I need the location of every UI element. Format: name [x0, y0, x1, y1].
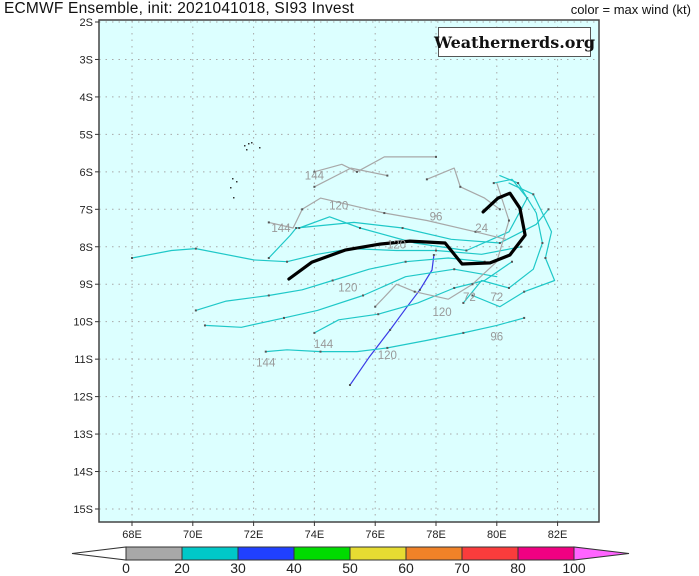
colorbar-segment [237, 546, 295, 561]
y-tick-label: 10S [73, 317, 93, 329]
colorbar-tick-label: 80 [510, 560, 526, 576]
y-tick-label: 15S [73, 504, 93, 516]
x-tick-label: 74E [305, 529, 325, 541]
forecast-hour-label: 144 [305, 170, 325, 182]
ensemble-member-track [313, 167, 388, 188]
ensemble-member-track [204, 268, 498, 328]
ensemble-member-track [374, 182, 510, 308]
colorbar-segment [293, 546, 351, 561]
colorbar-tick-label: 40 [286, 560, 302, 576]
ensemble-member-track [471, 182, 556, 308]
forecast-hour-label: 144 [314, 339, 334, 351]
ensemble-member-track [349, 254, 435, 386]
forecast-hour-label: 144 [256, 358, 276, 370]
plot-background [99, 20, 599, 522]
axis-ticks: 68E 70E 72E 74E 76E 78E 80E 82E 2S 3S 4S 5S 6S 7S 8S 9S… [73, 17, 567, 541]
forecast-hour-label: 24 [475, 223, 488, 235]
forecast-hour-labels: 144 120 96 144 120 120 24 72 72 120 144 144 96 120 [256, 170, 503, 369]
forecast-hour-label: 96 [430, 212, 443, 224]
x-tick-label: 78E [426, 529, 446, 541]
x-tick-label: 82E [548, 529, 568, 541]
forecast-hour-label: 120 [378, 350, 397, 362]
ensemble-member-track [268, 197, 507, 240]
colorbar-tick-label: 30 [230, 560, 246, 576]
x-tick-label: 80E [487, 529, 507, 541]
y-tick-label: 4S [80, 92, 93, 104]
colorbar-segment [349, 546, 407, 561]
colorbar-tick-label: 60 [398, 560, 414, 576]
y-tick-label: 7S [80, 204, 93, 216]
ensemble-mean-track [287, 191, 527, 281]
chart-title: ECMWF Ensemble, init: 2021041018, SI93 I… [4, 0, 355, 17]
colorbar: 0 20 30 40 50 60 70 80 100 [71, 546, 630, 576]
islands [230, 142, 261, 199]
colorbar-tick-label: 0 [122, 560, 130, 576]
colorbar-segment [405, 546, 463, 561]
colorbar-segment [181, 546, 239, 561]
y-tick-label: 3S [80, 54, 93, 66]
y-tick-label: 14S [73, 467, 93, 479]
x-tick-label: 68E [122, 529, 142, 541]
watermark: Weathernerds.org [434, 27, 595, 57]
forecast-hour-label: 144 [271, 223, 291, 235]
colorbar-tick-label: 70 [454, 560, 470, 576]
y-tick-label: 6S [80, 167, 93, 179]
forecast-hour-label: 120 [329, 200, 348, 212]
y-tick-label: 2S [80, 17, 93, 29]
color-legend-note: color = max wind (kt) [570, 2, 691, 17]
forecast-hour-label: 120 [338, 283, 357, 295]
colorbar-segment [461, 546, 519, 561]
x-tick-label: 70E [183, 529, 203, 541]
x-tick-label: 72E [244, 529, 264, 541]
forecast-hour-label: 120 [387, 240, 406, 252]
colorbar-segment [517, 546, 575, 561]
y-tick-label: 8S [80, 242, 93, 254]
y-tick-label: 5S [80, 129, 93, 141]
forecast-hour-label: 96 [490, 331, 503, 343]
y-tick-label: 13S [73, 429, 93, 441]
y-tick-label: 9S [80, 279, 93, 291]
ensemble-tracks [131, 155, 556, 386]
y-tick-label: 12S [73, 392, 93, 404]
forecast-hour-label: 72 [463, 292, 476, 304]
forecast-hour-label: 72 [490, 292, 503, 304]
colorbar-tick-label: 50 [342, 560, 358, 576]
x-tick-label: 76E [365, 529, 385, 541]
colorbar-tick-label: 20 [174, 560, 190, 576]
colorbar-tick-label: 100 [562, 560, 586, 576]
colorbar-segment [125, 546, 183, 561]
forecast-hour-label: 120 [432, 307, 451, 319]
y-tick-label: 11S [74, 354, 93, 366]
plot-frame [98, 19, 600, 523]
ensemble-member-track [313, 261, 513, 334]
